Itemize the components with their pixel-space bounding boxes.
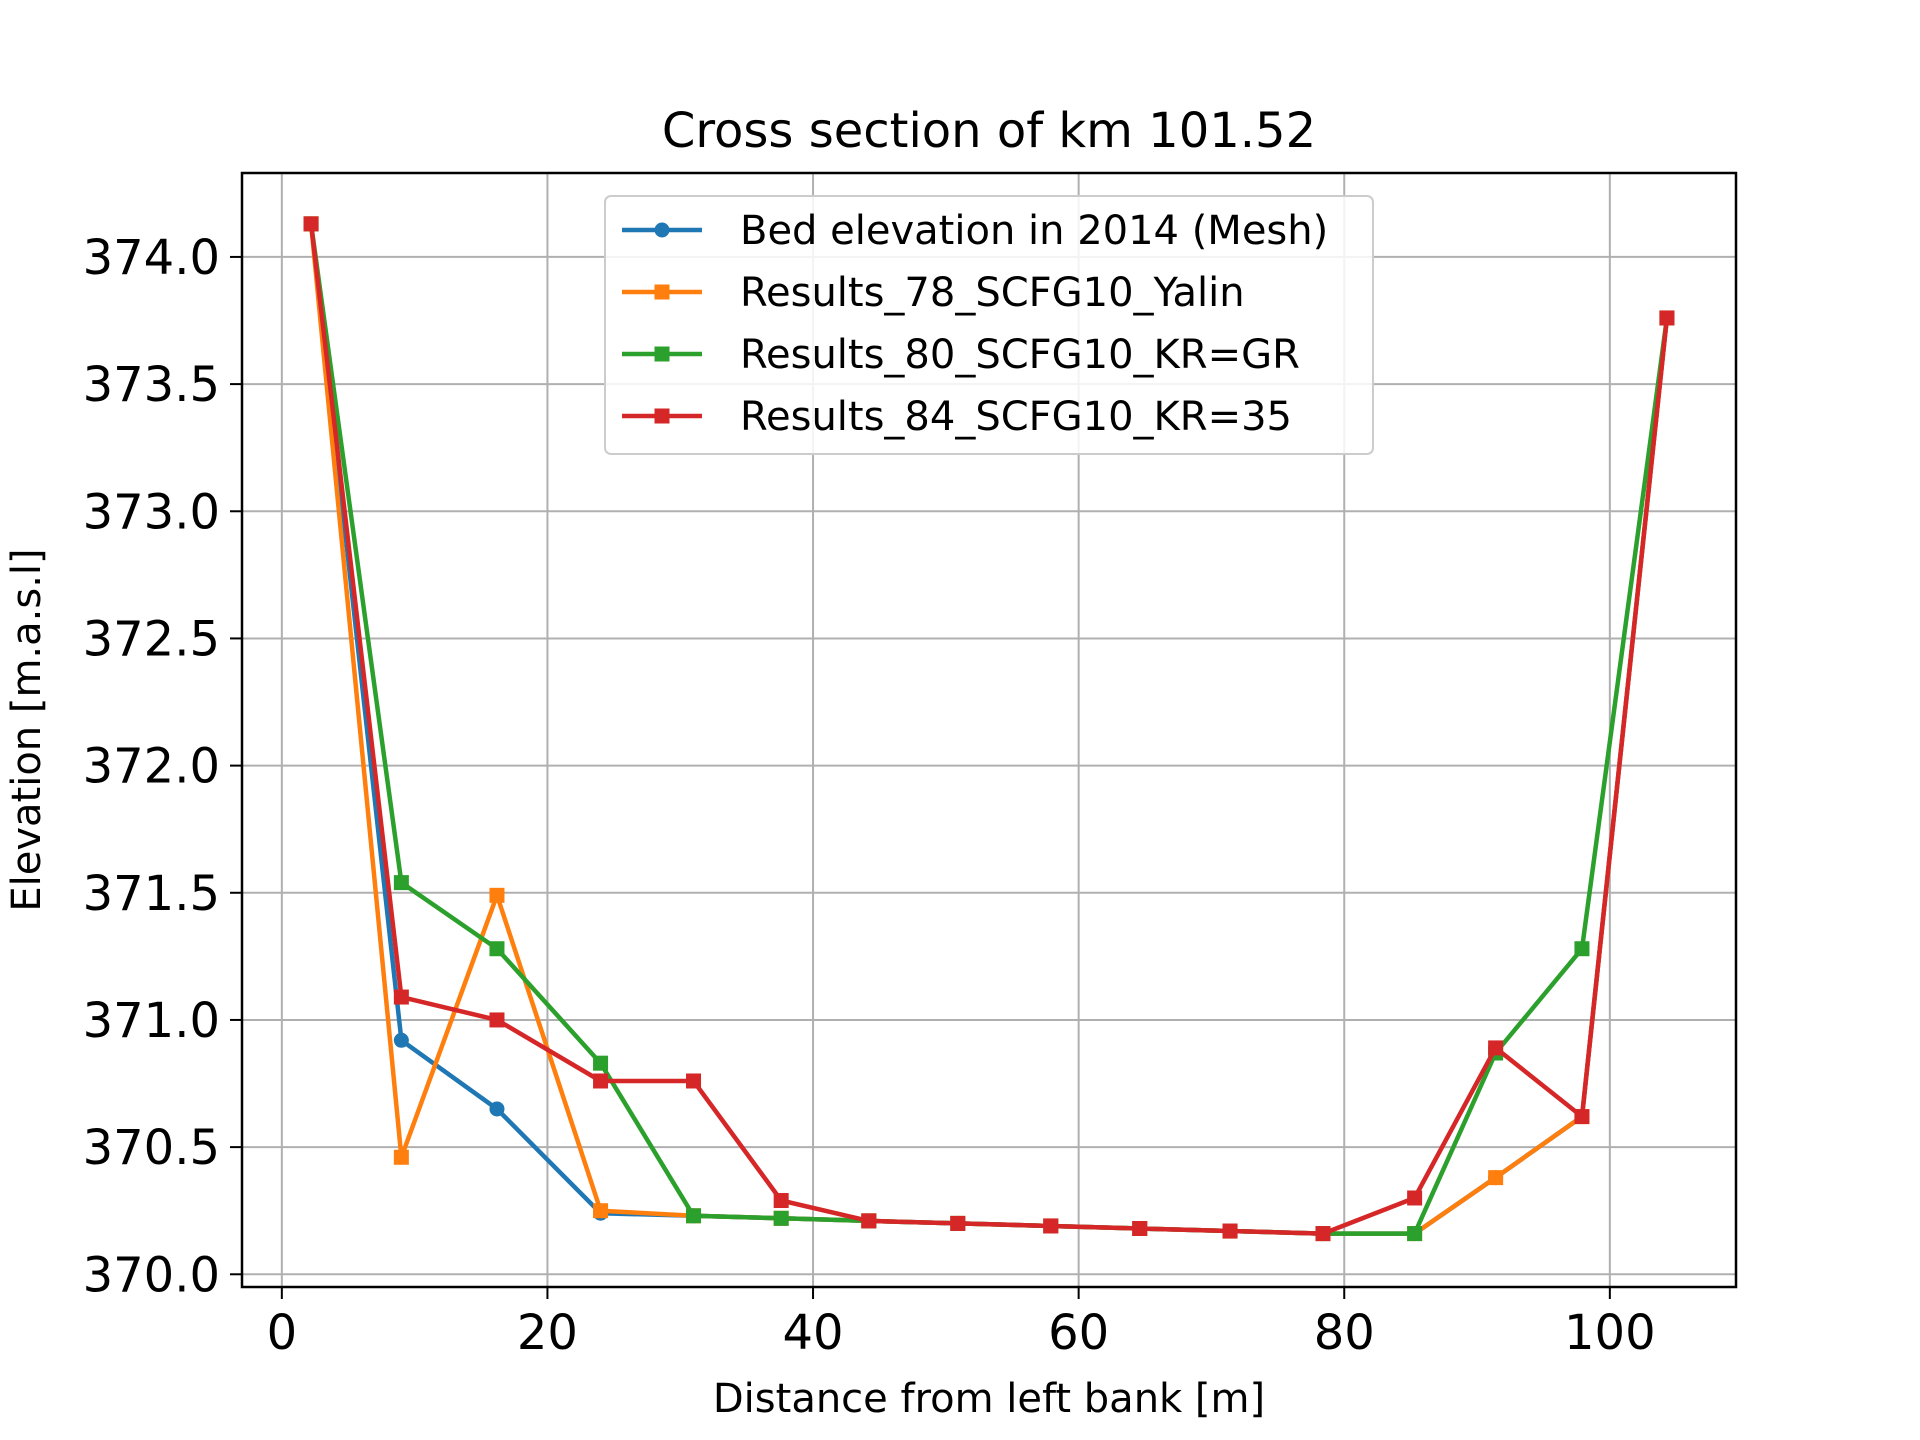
x-tick-label: 80 <box>1314 1305 1375 1361</box>
y-tick-label: 374.0 <box>83 230 220 286</box>
x-axis-label: Distance from left bank [m] <box>713 1376 1265 1422</box>
data-point <box>593 1073 609 1089</box>
data-point <box>303 216 319 232</box>
legend-item: Results_80_SCFG10_KR=GR <box>622 332 1300 378</box>
x-tick-label: 100 <box>1564 1305 1656 1361</box>
data-series <box>303 216 1675 1242</box>
data-point <box>593 1055 609 1071</box>
data-point <box>950 1215 966 1231</box>
data-point <box>1488 1040 1504 1056</box>
legend-label: Results_84_SCFG10_KR=35 <box>740 394 1292 440</box>
data-point <box>686 1208 702 1224</box>
y-tick-label: 371.5 <box>83 866 220 922</box>
data-point <box>489 1012 505 1028</box>
series-3 <box>303 216 1675 1242</box>
legend-swatch-marker <box>654 346 670 362</box>
x-tick-label: 60 <box>1048 1305 1109 1361</box>
legend: Bed elevation in 2014 (Mesh) Results_78_S… <box>604 195 1374 455</box>
y-tick-label: 372.0 <box>83 739 220 795</box>
data-point <box>1222 1223 1238 1239</box>
legend-label: Results_78_SCFG10_Yalin <box>740 270 1245 316</box>
x-tick-label: 0 <box>267 1305 298 1361</box>
legend-item: Bed elevation in 2014 (Mesh) <box>622 208 1328 254</box>
y-tick-label: 373.0 <box>83 484 220 540</box>
data-point <box>593 1203 609 1219</box>
legend-swatch-marker <box>654 284 670 300</box>
legend-item: Results_78_SCFG10_Yalin <box>622 270 1245 316</box>
legend-label: Results_80_SCFG10_KR=GR <box>740 332 1300 378</box>
legend-swatch-marker <box>654 222 670 238</box>
y-tick-label: 370.5 <box>83 1120 220 1176</box>
data-point <box>1407 1190 1423 1206</box>
data-point <box>1574 1109 1590 1125</box>
data-point <box>489 1101 505 1117</box>
data-point <box>1659 310 1675 326</box>
data-point <box>393 1149 409 1165</box>
y-tick-label: 371.0 <box>83 993 220 1049</box>
legend-item: Results_84_SCFG10_KR=35 <box>622 394 1292 440</box>
data-point <box>1132 1221 1148 1237</box>
data-point <box>1315 1226 1331 1242</box>
data-point <box>1043 1218 1059 1234</box>
data-point <box>489 941 505 957</box>
legend-label: Bed elevation in 2014 (Mesh) <box>740 208 1328 254</box>
axis-ticks: 0 20 40 60 80 100 370.0 370.5 371.0 371.5 372.0 372… <box>83 230 1656 1361</box>
legend-box <box>604 195 1374 455</box>
y-tick-label: 370.0 <box>83 1247 220 1303</box>
data-point <box>861 1213 877 1229</box>
data-point <box>393 875 409 891</box>
y-tick-label: 373.5 <box>83 357 220 413</box>
plot-area-frame <box>240 171 1738 1289</box>
data-point <box>773 1193 789 1209</box>
data-point <box>393 1032 409 1048</box>
x-tick-label: 20 <box>517 1305 578 1361</box>
data-point <box>393 989 409 1005</box>
chart-title: Cross section of km 101.52 <box>662 103 1316 159</box>
legend-swatch-marker <box>654 408 670 424</box>
data-point <box>1574 941 1590 957</box>
series-line <box>308 223 1670 1236</box>
data-point <box>686 1073 702 1089</box>
x-tick-label: 40 <box>783 1305 844 1361</box>
data-point <box>773 1210 789 1226</box>
data-point <box>1407 1226 1423 1242</box>
y-tick-label: 372.5 <box>83 611 220 667</box>
data-point <box>489 887 505 903</box>
data-point <box>1488 1170 1504 1186</box>
y-axis-label: Elevation [m.a.s.l] <box>4 548 50 911</box>
